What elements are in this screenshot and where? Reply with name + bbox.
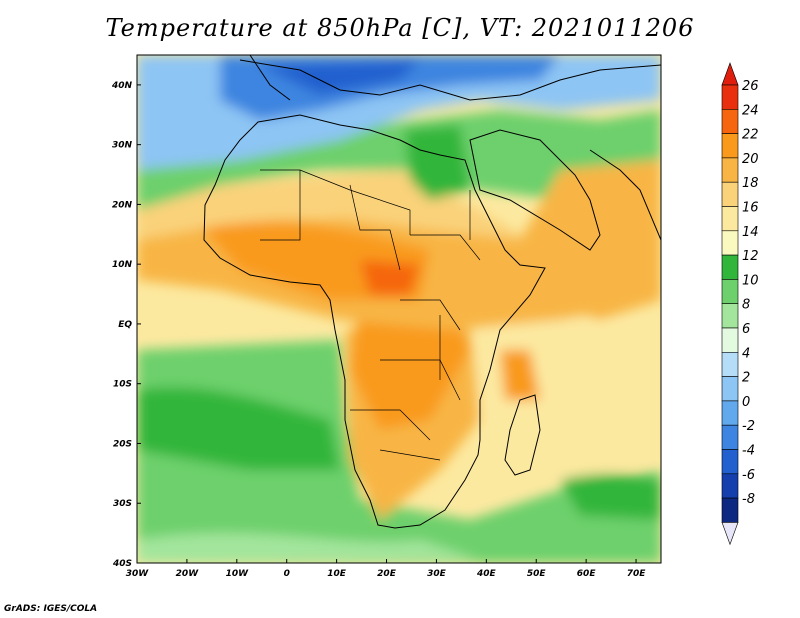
colorbar-label: 16 [742, 201, 759, 216]
colorbar-swatch [721, 84, 739, 110]
credit-text: GrADS: IGES/COLA [4, 604, 98, 614]
field-arabian-sea [520, 160, 661, 320]
colorbar-label: 22 [742, 128, 759, 143]
colorbar-label: -6 [742, 468, 755, 483]
lat-tick-label: 20N [112, 200, 133, 210]
field-egypt-green [405, 125, 470, 200]
colorbar-swatch [721, 157, 739, 183]
lon-tick-label: 0 [284, 569, 290, 579]
lon-tick-label: 40E [476, 569, 497, 579]
lat-tick-label: 40S [112, 559, 132, 569]
colorbar-swatch [721, 230, 739, 256]
lon-tick-label: 50E [527, 569, 547, 579]
map-frame [136, 54, 662, 564]
field-madagascar-channel [500, 350, 540, 400]
colorbar-label: -4 [742, 444, 755, 459]
colorbar-label: 8 [742, 298, 750, 313]
lon-tick-label: 30E [427, 569, 447, 579]
page-title: Temperature at 850hPa [C], VT: 202101120… [105, 14, 695, 42]
borders [260, 169, 481, 461]
field-indian-south [560, 474, 661, 520]
colorbar-label: 14 [742, 225, 759, 240]
colorbar-swatch [721, 279, 739, 304]
colorbar-swatch [721, 327, 739, 353]
lat-tick-label: 20S [113, 439, 132, 449]
lon-tick-label: 20W [176, 569, 200, 579]
colorbar-label: 4 [742, 346, 750, 361]
colorbar-label: 26 [742, 79, 759, 94]
longitude-axis: 30W 20W 10W 0 10E 20E 30E 40E 50E 60E 70E [126, 559, 646, 579]
colorbar-swatch [721, 351, 739, 377]
field-south-band [137, 532, 480, 563]
colorbar-swatch [721, 497, 739, 523]
colorbar-bottom-arrow [721, 522, 739, 546]
lat-tick-label: 10S [113, 380, 132, 390]
colorbar-top-arrow [721, 62, 739, 86]
colorbar-label: 24 [742, 103, 759, 118]
colorbar-label: 10 [742, 273, 759, 288]
temperature-field [137, 55, 661, 563]
iberia-coastline [249, 55, 291, 101]
field-south-ocean [137, 340, 661, 563]
colorbar-label: 18 [742, 176, 759, 191]
colorbar-label: 2 [742, 371, 750, 386]
colorbar-swatch [721, 473, 739, 499]
colorbar-swatch [721, 181, 739, 207]
colorbar-swatch [721, 449, 739, 475]
coastlines [203, 55, 661, 529]
lon-tick-label: 60E [577, 569, 597, 579]
colorbar-label: 20 [742, 152, 759, 167]
colorbar-swatch [721, 206, 739, 232]
latitude-axis: 40N 30N 20N 10N EQ 10S 20S 30S 40S [111, 81, 141, 569]
persia-coastline [589, 149, 661, 241]
colorbar-label: -8 [742, 492, 755, 507]
africa-coastline [203, 114, 546, 529]
colorbar-swatch [721, 109, 739, 134]
lat-tick-label: EQ [118, 320, 132, 330]
colorbar-label: 12 [742, 249, 759, 264]
colorbar-label: 6 [742, 322, 750, 337]
field-hotspot [360, 260, 420, 295]
europe-coastline [239, 59, 661, 101]
colorbar-swatch [721, 400, 739, 426]
colorbar-swatch [721, 376, 739, 402]
madagascar-coastline [504, 394, 541, 476]
arabia-coastline [469, 129, 601, 251]
colorbar-swatch [721, 303, 739, 329]
field-north-green [137, 110, 661, 210]
lon-tick-label: 20E [377, 569, 397, 579]
lat-tick-label: 10N [112, 260, 133, 270]
field-coldest [260, 60, 420, 95]
lon-tick-label: 10E [327, 569, 347, 579]
lon-tick-label: 10W [226, 569, 250, 579]
lon-tick-label: 30W [126, 569, 150, 579]
lat-tick-label: 40N [111, 81, 133, 91]
colorbar-label: 0 [742, 395, 750, 410]
lon-tick-label: 70E [627, 569, 647, 579]
colorbar-swatch [721, 254, 739, 280]
field-south-atlantic-dark [137, 387, 340, 470]
lat-tick-label: 30N [112, 141, 133, 151]
colorbar-swatch [721, 133, 739, 159]
colorbar-label: -2 [742, 419, 755, 434]
lat-tick-label: 30S [113, 499, 132, 509]
colorbar-swatch [721, 424, 739, 450]
